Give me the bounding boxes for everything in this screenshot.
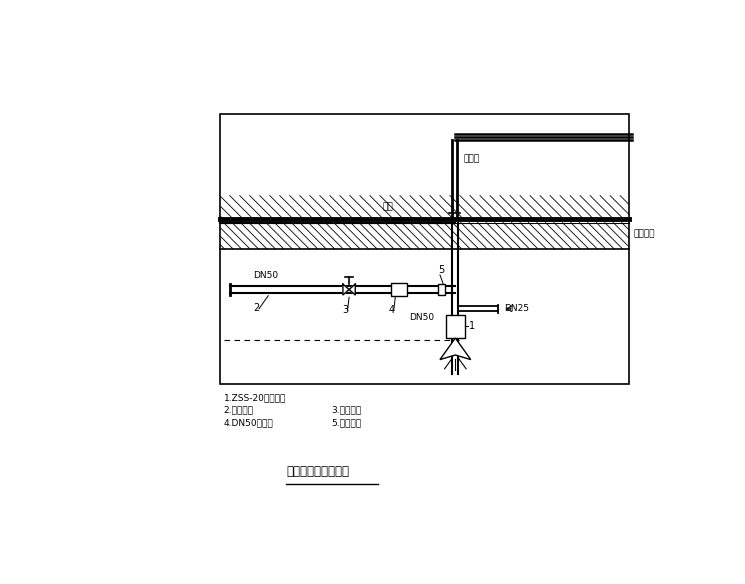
Text: 4: 4	[388, 305, 395, 315]
Text: 2: 2	[253, 303, 260, 313]
Bar	[437, 284, 446, 295]
Text: 夹弄空间: 夹弄空间	[634, 230, 656, 239]
Text: 3: 3	[342, 305, 349, 315]
Polygon shape	[440, 338, 471, 360]
Text: 4.DN50电磁阀: 4.DN50电磁阀	[224, 418, 273, 427]
Text: 5.防晃支架: 5.防晃支架	[332, 418, 361, 427]
Text: DN50: DN50	[409, 312, 434, 322]
Text: 灭火装置安装示意图: 灭火装置安装示意图	[286, 465, 349, 478]
Text: 1.ZSS-20灭火装置: 1.ZSS-20灭火装置	[224, 394, 286, 402]
Text: 屋顶: 屋顶	[382, 202, 393, 211]
Bar	[446, 315, 465, 338]
Text: 系先情: 系先情	[464, 154, 480, 163]
Bar	[221, 114, 629, 384]
Text: DN50: DN50	[253, 270, 278, 280]
Bar	[391, 283, 407, 296]
Polygon shape	[343, 284, 349, 295]
Text: 5: 5	[438, 265, 445, 274]
Text: 3.手动阀阀: 3.手动阀阀	[332, 406, 361, 415]
Polygon shape	[349, 284, 355, 295]
Text: DN25: DN25	[504, 304, 529, 313]
Text: 2.配水支管: 2.配水支管	[224, 406, 253, 415]
Text: 1: 1	[469, 321, 475, 332]
